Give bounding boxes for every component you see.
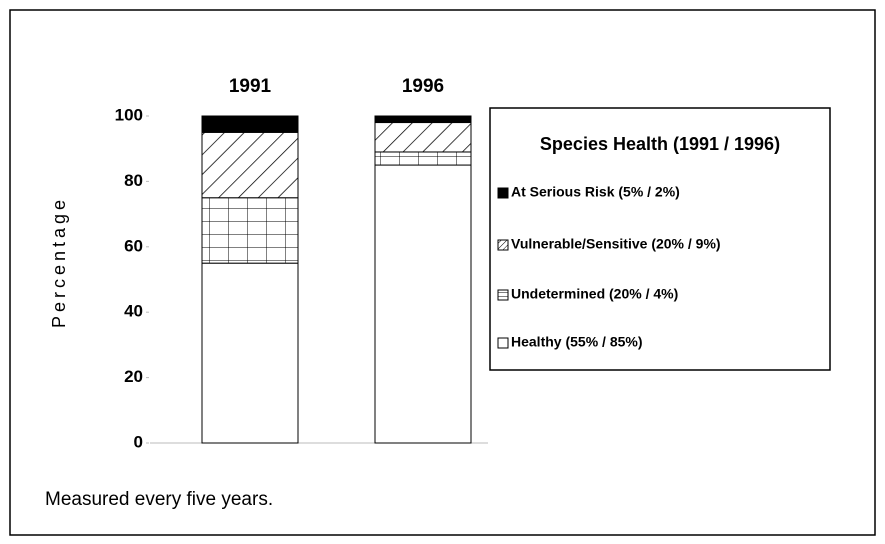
- y-tick-label: 60: [124, 236, 143, 255]
- y-tick-label: 40: [124, 302, 143, 321]
- bar-segment: [374, 151, 472, 166]
- bar-segment: [374, 122, 472, 153]
- legend-swatch: [497, 187, 509, 199]
- legend-label: At Serious Risk (5% / 2%): [511, 184, 680, 200]
- y-tick-label: 100: [115, 105, 143, 124]
- category-label: 1996: [402, 76, 444, 97]
- legend-box: [489, 107, 831, 371]
- legend-swatch: [497, 289, 509, 301]
- legend-swatch: [497, 239, 509, 251]
- y-axis-label: Percentage: [49, 196, 69, 328]
- y-tick-label: 20: [124, 367, 143, 386]
- legend-label: Healthy (55% / 85%): [511, 334, 643, 350]
- y-tick-label: 0: [134, 432, 143, 451]
- caption: Measured every five years.: [45, 489, 273, 510]
- bar-segment: [201, 197, 299, 264]
- legend-swatch: [497, 337, 509, 349]
- bar-segment: [374, 164, 472, 444]
- bar-segment: [201, 115, 299, 133]
- legend-title: Species Health (1991 / 1996): [540, 134, 780, 154]
- y-tick-label: 80: [124, 171, 143, 190]
- legend-label: Vulnerable/Sensitive (20% / 9%): [511, 236, 721, 252]
- legend-label: Undetermined (20% / 4%): [511, 286, 678, 302]
- bar-segment: [201, 262, 299, 444]
- bar-segment: [201, 131, 299, 199]
- bar-segment: [374, 115, 472, 124]
- category-label: 1991: [229, 76, 272, 97]
